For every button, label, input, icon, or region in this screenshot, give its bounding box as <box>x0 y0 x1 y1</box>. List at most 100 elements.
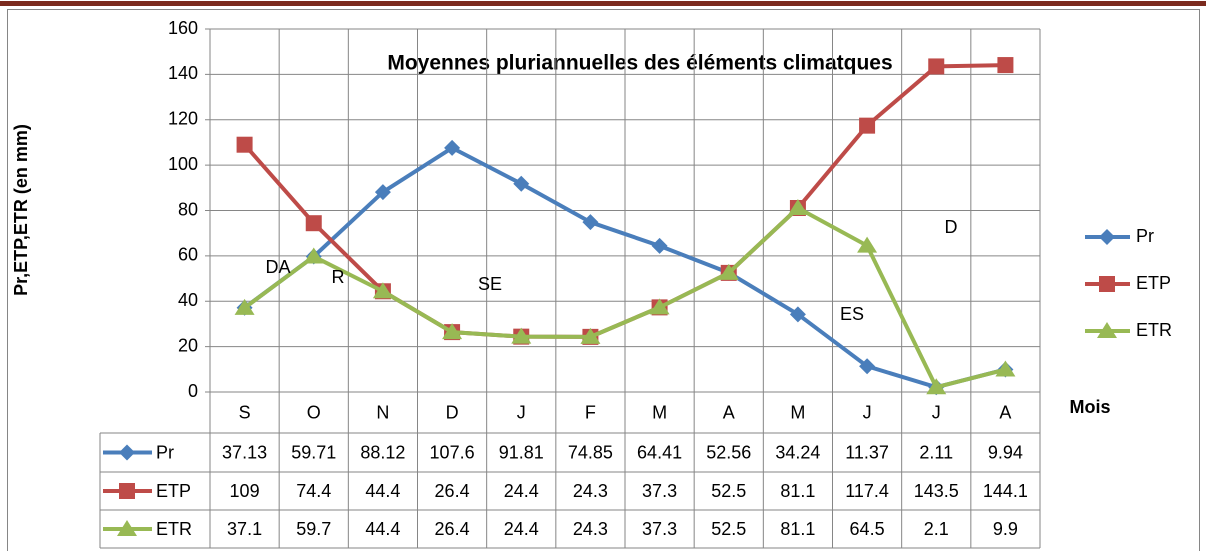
table-cell: 64.41 <box>637 442 682 462</box>
data-point <box>995 360 1016 377</box>
x-tick-label: M <box>652 402 667 422</box>
table-cell: 24.4 <box>504 481 539 501</box>
x-tick-label: J <box>932 402 941 422</box>
top-border <box>0 1 1206 6</box>
annotation: SE <box>478 274 502 294</box>
x-tick-label: J <box>863 402 872 422</box>
data-point <box>926 378 947 395</box>
table-series-name: Pr <box>156 442 174 462</box>
x-tick-label: A <box>999 402 1011 422</box>
table-key-marker <box>117 520 137 536</box>
annotation: R <box>332 267 345 287</box>
table-cell: 144.1 <box>983 481 1028 501</box>
table-cell: 24.3 <box>573 519 608 539</box>
data-point <box>928 58 945 75</box>
data-point <box>651 237 668 254</box>
table-key-marker <box>119 444 135 461</box>
data-point <box>444 139 461 156</box>
data-point <box>511 327 532 344</box>
annotation: ES <box>840 304 864 324</box>
table-cell: 26.4 <box>435 519 470 539</box>
y-tick-label: 0 <box>188 381 198 401</box>
y-tick-label: 20 <box>178 335 198 355</box>
series-line <box>243 206 1006 390</box>
table-cell: 107.6 <box>430 442 475 462</box>
y-tick-label: 160 <box>168 18 198 38</box>
table-cell: 52.56 <box>706 442 751 462</box>
data-point <box>787 199 808 216</box>
legend-marker <box>1099 276 1115 292</box>
data-point <box>234 298 255 315</box>
legend-label: ETP <box>1136 273 1171 293</box>
table-cell: 59.71 <box>291 442 336 462</box>
data-point <box>582 214 599 231</box>
table-cell: 44.4 <box>365 481 400 501</box>
table-cell: 44.4 <box>365 519 400 539</box>
y-tick-label: 40 <box>178 290 198 310</box>
table-cell: 109 <box>230 481 260 501</box>
table-cell: 74.85 <box>568 442 613 462</box>
table-cell: 2.1 <box>924 519 949 539</box>
table-cell: 9.94 <box>988 442 1023 462</box>
table-cell: 143.5 <box>914 481 959 501</box>
annotation: DA <box>265 257 290 277</box>
data-point <box>997 57 1014 74</box>
annotation: D <box>945 217 958 237</box>
table-series-name: ETP <box>156 481 191 501</box>
table-cell: 64.5 <box>850 519 885 539</box>
y-axis-label: Pr,ETP,ETR (en mm) <box>11 124 31 296</box>
series-line <box>243 145 1006 390</box>
legend-label: Pr <box>1136 226 1154 246</box>
table-cell: 24.3 <box>573 481 608 501</box>
data-point <box>303 247 324 264</box>
table-cell: 2.11 <box>919 442 953 462</box>
data-point <box>236 136 253 153</box>
table-cell: 91.81 <box>499 442 544 462</box>
data-point <box>718 263 739 280</box>
x-tick-label: O <box>307 402 321 422</box>
table-cell: 37.3 <box>642 481 677 501</box>
data-point <box>859 117 876 134</box>
table-cell: 9.9 <box>993 519 1018 539</box>
table-series-name: ETR <box>156 519 192 539</box>
data-point <box>372 282 393 299</box>
table-cell: 37.3 <box>642 519 677 539</box>
table-cell: 24.4 <box>504 519 539 539</box>
table-cell: 34.24 <box>775 442 820 462</box>
x-tick-label: M <box>790 402 805 422</box>
table-cell: 11.37 <box>845 442 889 462</box>
data-point <box>580 327 601 344</box>
data-point <box>789 306 806 323</box>
y-tick-label: 140 <box>168 63 198 83</box>
table-cell: 37.13 <box>222 442 267 462</box>
legend-label: ETR <box>1136 320 1172 340</box>
table-cell: 88.12 <box>360 442 405 462</box>
chart-frame <box>7 9 1200 551</box>
table-cell: 74.4 <box>296 481 331 501</box>
data-point <box>859 358 876 375</box>
x-tick-label: F <box>585 402 596 422</box>
data-point <box>513 175 530 192</box>
x-tick-label: S <box>239 402 251 422</box>
y-tick-label: 60 <box>178 245 198 265</box>
data-point <box>442 323 463 340</box>
table-cell: 81.1 <box>780 519 815 539</box>
chart-title: Moyennes pluriannuelles des éléments cli… <box>387 52 892 75</box>
y-tick-label: 80 <box>178 199 198 219</box>
table-cell: 117.4 <box>845 481 889 501</box>
table-cell: 26.4 <box>435 481 470 501</box>
data-point <box>374 184 391 201</box>
data-point <box>649 298 670 315</box>
table-cell: 59.7 <box>296 519 331 539</box>
data-point <box>857 236 878 253</box>
x-tick-label: A <box>723 402 735 422</box>
x-tick-label: N <box>376 402 389 422</box>
x-tick-label: D <box>446 402 459 422</box>
legend-marker <box>1097 322 1117 338</box>
x-tick-label: J <box>517 402 526 422</box>
table-key-marker <box>119 483 135 499</box>
y-tick-label: 120 <box>168 109 198 129</box>
y-tick-label: 100 <box>168 154 198 174</box>
table-cell: 37.1 <box>227 519 262 539</box>
